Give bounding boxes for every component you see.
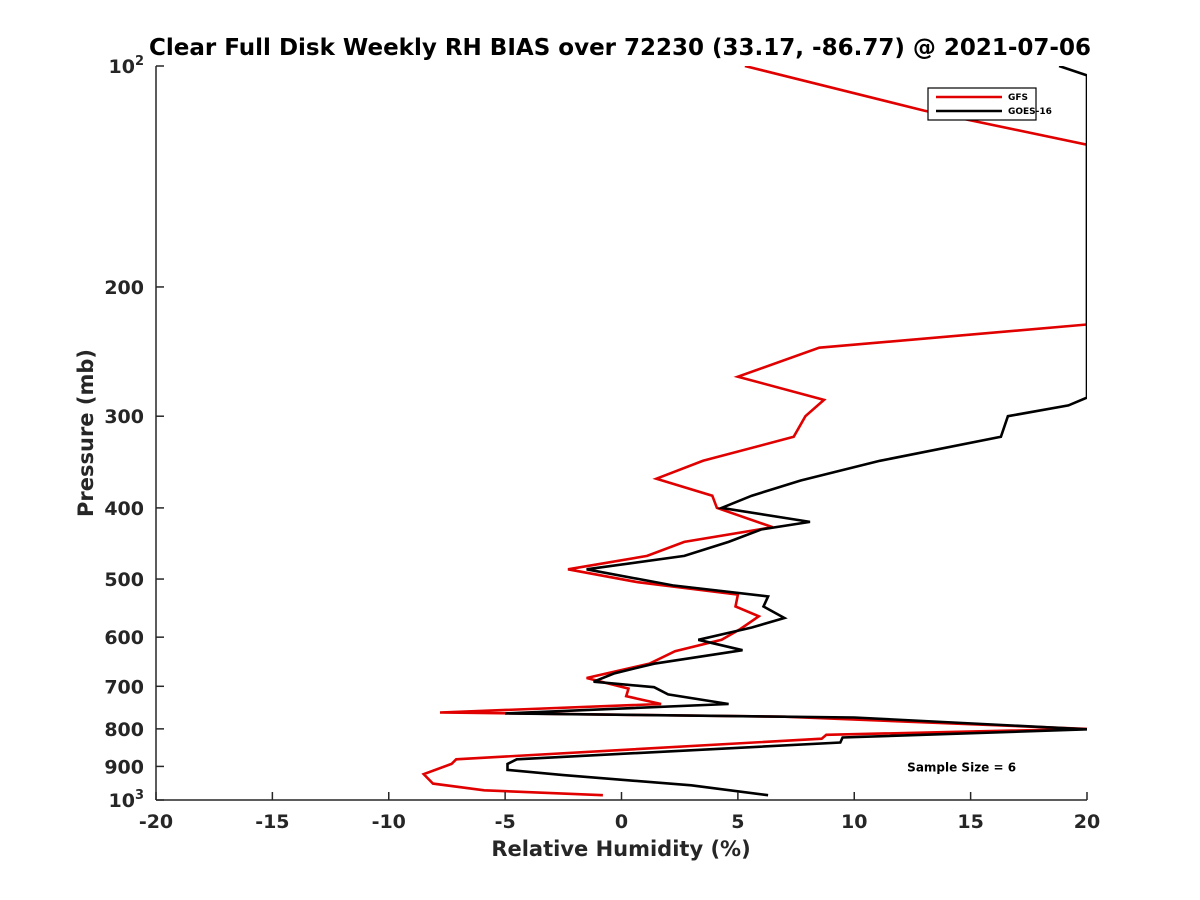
y-tick-label: 500	[104, 569, 144, 591]
y-tick-label: 400	[104, 498, 144, 520]
x-tick-label: 15	[957, 811, 983, 833]
series-layer	[421, 66, 1087, 797]
ticks: -20 -15 -10 -5 0 5 10 15 20 102 200 300 400 500 600 700…	[104, 54, 1100, 833]
legend-label: GOES-16	[1008, 107, 1052, 117]
y-tick-label: 600	[104, 627, 144, 649]
series-line-gfs	[421, 66, 1087, 797]
y-tick-label: 900	[104, 756, 144, 778]
y-tick-label: 103	[109, 788, 145, 812]
axes	[155, 66, 1087, 801]
legend: GFS GOES-16	[927, 87, 1052, 121]
x-tick-label: -15	[255, 811, 289, 833]
x-tick-label: -20	[139, 811, 173, 833]
y-axis-label: Pressure (mb)	[74, 349, 98, 517]
y-tick-label: 300	[104, 406, 144, 428]
sample-size-annotation: Sample Size = 6	[907, 760, 1016, 774]
series-line-goes-16	[505, 66, 1087, 797]
x-tick-label: -5	[495, 811, 516, 833]
x-tick-label: 10	[841, 811, 867, 833]
x-tick-label: -10	[372, 811, 406, 833]
y-tick-label: 800	[104, 719, 144, 741]
y-tick-label: 700	[104, 676, 144, 698]
x-tick-label: 0	[615, 811, 628, 833]
legend-box	[927, 87, 1037, 121]
x-tick-label: 20	[1074, 811, 1100, 833]
x-axis-label: Relative Humidity (%)	[491, 837, 750, 861]
legend-label: GFS	[1008, 93, 1028, 103]
x-tick-label: 5	[731, 811, 744, 833]
y-tick-label: 102	[109, 54, 145, 78]
chart-title: Clear Full Disk Weekly RH BIAS over 7223…	[149, 35, 1091, 61]
annotations: Sample Size = 6	[907, 760, 1016, 774]
y-tick-label: 200	[104, 277, 144, 299]
